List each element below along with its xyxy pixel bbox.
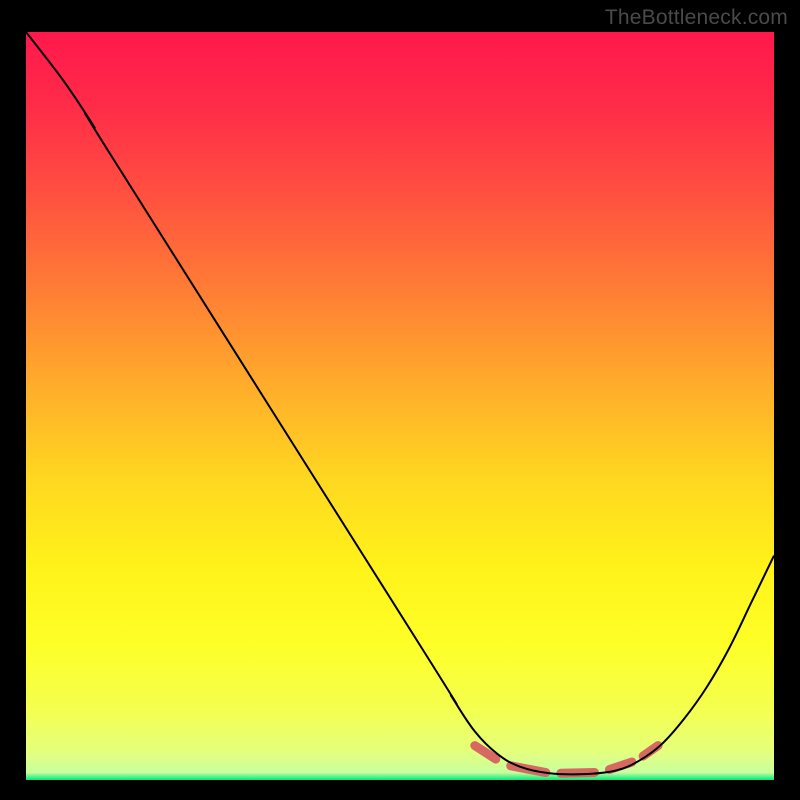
chart-background <box>26 32 774 780</box>
watermark-text: TheBottleneck.com <box>605 6 788 30</box>
bottleneck-curve-chart <box>26 32 774 780</box>
chart-container <box>26 32 774 780</box>
